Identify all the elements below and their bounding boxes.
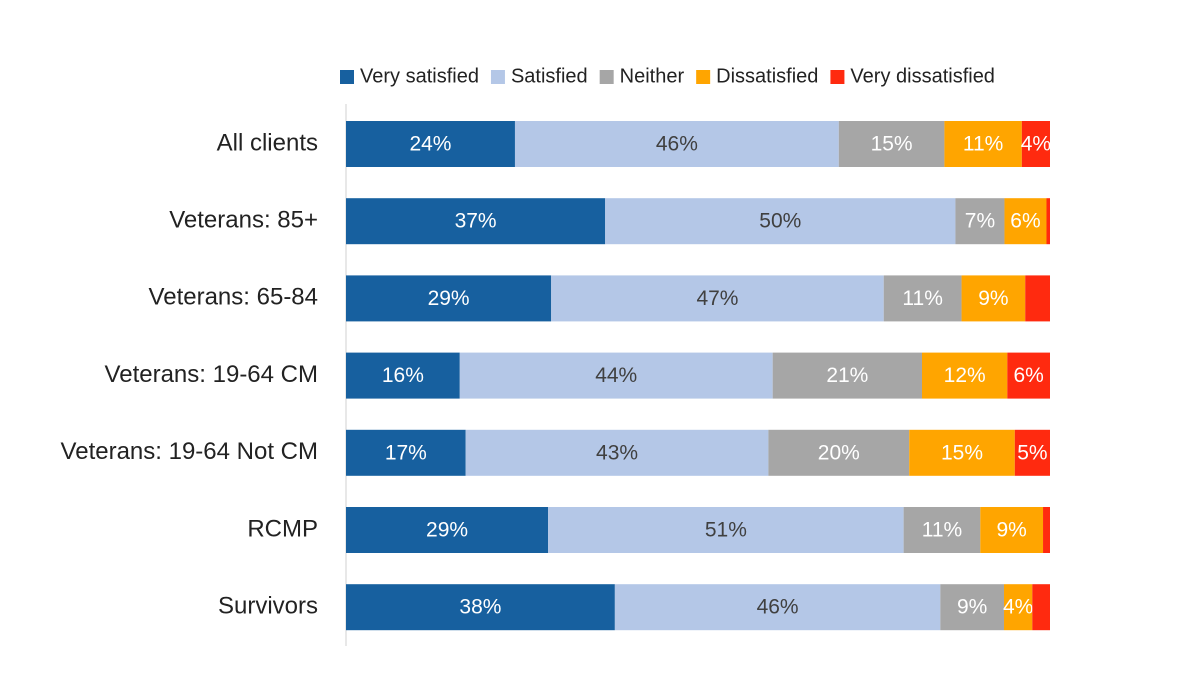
- value-label: 37%: [455, 210, 497, 233]
- category-label: Veterans: 19-64 CM: [105, 361, 318, 388]
- legend-label: Neither: [620, 65, 685, 87]
- value-label: 11%: [902, 287, 942, 310]
- bar-segment: [883, 275, 962, 322]
- legend-label: Very dissatisfied: [850, 65, 995, 87]
- legend-label: Very satisfied: [360, 65, 479, 87]
- value-label: 9%: [957, 596, 987, 619]
- value-label: 16%: [382, 364, 424, 387]
- bar-segment: [605, 198, 956, 245]
- category-label: RCMP: [247, 515, 318, 542]
- legend-swatch: [696, 70, 711, 84]
- bar-segment: [940, 584, 1005, 631]
- value-label: 7%: [965, 210, 995, 233]
- category-label: Veterans: 19-64 Not CM: [61, 438, 318, 465]
- bar-segment: [903, 507, 981, 553]
- value-label: 9%: [978, 287, 1008, 310]
- bar-segment: [1032, 584, 1050, 631]
- value-label: 12%: [944, 364, 986, 387]
- value-label: 38%: [459, 596, 501, 619]
- bar-segment: [980, 507, 1044, 553]
- value-label: 43%: [596, 441, 638, 464]
- bar-segment: [1007, 352, 1050, 399]
- category-label: Veterans: 85+: [169, 207, 318, 234]
- value-label: 11%: [963, 133, 1003, 156]
- value-label: 15%: [941, 441, 983, 464]
- value-label: 6%: [1013, 364, 1043, 387]
- bar-segment: [346, 275, 552, 322]
- value-label: 4%: [1021, 133, 1051, 156]
- bar-segment: [346, 121, 515, 167]
- bar-segment: [961, 275, 1026, 322]
- value-label: 20%: [818, 441, 860, 464]
- value-label: 46%: [656, 133, 698, 156]
- bar-segment: [944, 121, 1022, 167]
- value-label: 51%: [705, 519, 747, 542]
- bar-segment: [551, 275, 884, 322]
- value-label: 29%: [426, 519, 468, 542]
- bar-segment: [614, 584, 941, 631]
- bar-segment: [1014, 429, 1050, 476]
- bar-segment: [465, 429, 769, 476]
- bar-segment: [1046, 198, 1050, 245]
- bar-segment: [838, 121, 945, 167]
- bar-segment: [346, 429, 466, 476]
- value-label: 46%: [757, 596, 799, 619]
- value-label: 17%: [385, 441, 427, 464]
- value-label: 5%: [1017, 441, 1047, 464]
- legend-swatch: [340, 70, 354, 84]
- bar-segment: [1021, 121, 1050, 167]
- value-label: 15%: [871, 133, 913, 156]
- value-label: 47%: [696, 287, 738, 310]
- bar-segment: [459, 352, 773, 399]
- legend: Very satisfied Satisfied Neither Dissatisfi…: [340, 65, 995, 87]
- value-label: 21%: [826, 364, 868, 387]
- bar-segment: [772, 352, 922, 399]
- bar-segment: [768, 429, 910, 476]
- bar-segment: [346, 198, 606, 245]
- value-label: 29%: [428, 287, 470, 310]
- value-label: 9%: [996, 519, 1026, 542]
- category-label: Survivors: [218, 593, 318, 620]
- value-label: 11%: [922, 519, 962, 542]
- bar-segment: [346, 584, 615, 631]
- legend-swatch: [830, 70, 845, 84]
- bar-segment: [909, 429, 1015, 476]
- bar-segment: [346, 507, 549, 553]
- bar-segment: [1043, 507, 1050, 553]
- bar-segment: [922, 352, 1008, 399]
- bar-segment: [1004, 584, 1033, 631]
- value-label: 4%: [1003, 596, 1033, 619]
- category-label: Veterans: 65-84: [149, 284, 318, 311]
- bar-segment: [1004, 198, 1047, 245]
- legend-swatch: [490, 70, 505, 84]
- value-label: 24%: [409, 133, 451, 156]
- bar-segment: [346, 352, 460, 399]
- legend-label: Dissatisfied: [716, 65, 818, 87]
- bar-segment: [548, 507, 904, 553]
- bar-segment: [955, 198, 1005, 245]
- legend-label: Satisfied: [511, 65, 588, 87]
- legend-swatch: [599, 70, 614, 84]
- category-label: All clients: [217, 129, 318, 156]
- bar-segment: [1025, 275, 1050, 322]
- bar-segment: [514, 121, 839, 167]
- value-label: 44%: [595, 364, 637, 387]
- value-label: 6%: [1010, 210, 1040, 233]
- value-label: 50%: [759, 210, 801, 233]
